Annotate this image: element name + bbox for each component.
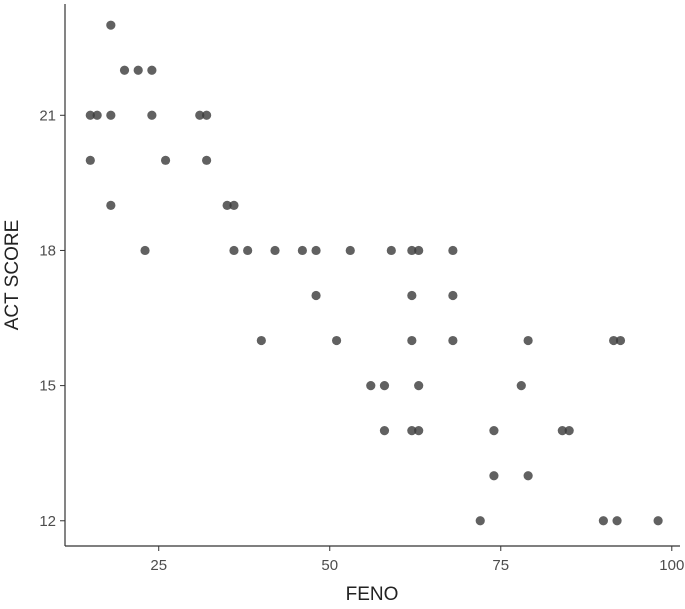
x-tick-label: 50 <box>321 557 338 574</box>
point <box>256 335 266 346</box>
point <box>243 245 253 256</box>
point <box>379 381 390 391</box>
point <box>609 335 619 346</box>
point <box>612 516 622 526</box>
point <box>407 245 417 256</box>
point <box>202 155 212 165</box>
point <box>615 335 626 346</box>
point <box>92 110 102 120</box>
point <box>331 335 342 346</box>
point <box>195 110 205 120</box>
point <box>414 426 424 436</box>
point <box>270 245 280 256</box>
point <box>489 471 499 481</box>
point <box>106 110 116 120</box>
point <box>147 65 157 75</box>
y-tick-label: 12 <box>39 513 56 530</box>
point <box>366 381 376 391</box>
point <box>229 200 239 210</box>
point <box>516 381 526 391</box>
point <box>85 110 95 120</box>
point <box>598 516 608 526</box>
point <box>311 245 321 256</box>
x-tick-label: 75 <box>492 557 509 574</box>
point <box>311 290 321 301</box>
point <box>475 516 485 526</box>
point <box>557 426 567 436</box>
point <box>414 381 424 391</box>
point <box>147 110 157 120</box>
point <box>564 426 574 436</box>
x-tick-label: 25 <box>150 557 167 574</box>
point <box>345 245 355 256</box>
point <box>119 65 130 75</box>
point <box>407 426 417 436</box>
y-axis-title: ACT SCORE <box>2 220 23 331</box>
point <box>448 290 458 301</box>
point <box>448 335 458 346</box>
y-tick-label: 15 <box>39 378 56 395</box>
point <box>140 245 150 256</box>
point <box>386 245 396 256</box>
point <box>202 110 212 120</box>
y-tick-label: 21 <box>39 107 56 124</box>
point <box>106 20 116 30</box>
y-tick-label: 18 <box>39 242 56 259</box>
point <box>379 426 390 436</box>
point <box>85 155 95 165</box>
point <box>222 200 232 210</box>
point <box>106 200 116 210</box>
x-tick-label: 100 <box>659 557 684 574</box>
x-axis-title: FENO <box>346 584 399 605</box>
point <box>448 245 458 256</box>
point <box>414 245 424 256</box>
point <box>653 516 663 526</box>
point <box>523 335 533 346</box>
point <box>407 290 417 301</box>
point <box>297 245 307 256</box>
point <box>229 245 239 256</box>
point <box>489 426 499 436</box>
point <box>160 155 171 165</box>
point <box>407 335 417 346</box>
point <box>523 471 533 481</box>
point <box>133 65 143 75</box>
